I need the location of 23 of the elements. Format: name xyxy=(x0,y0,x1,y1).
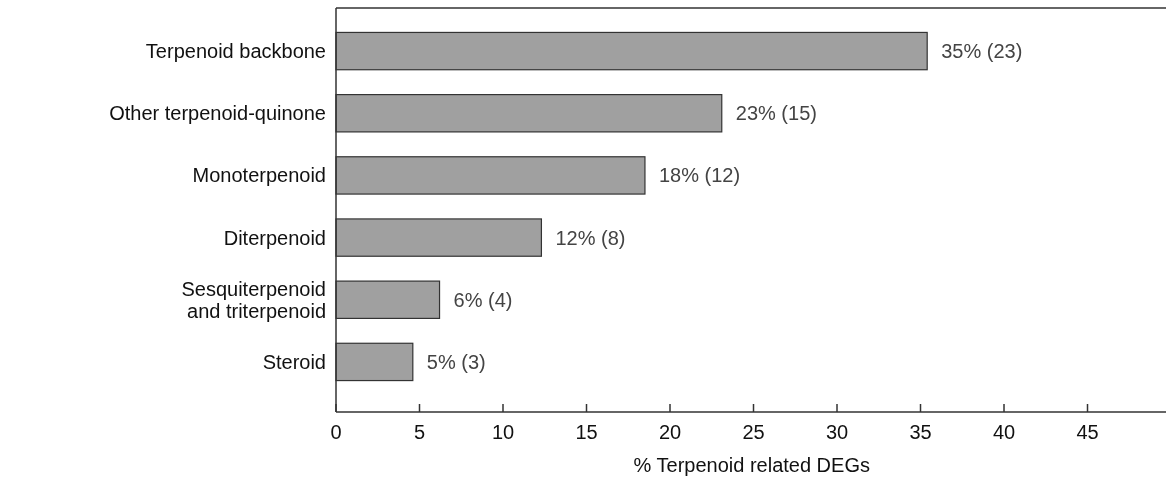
y-tick-label: Sesquiterpenoid and triterpenoid xyxy=(181,277,326,322)
x-tick-label: 10 xyxy=(491,421,515,443)
y-tick-label: Terpenoid backbone xyxy=(145,40,326,63)
x-axis-title: % Terpenoid related DEGs xyxy=(633,454,870,476)
x-tick-label: 15 xyxy=(575,421,598,443)
x-tick-label: 45 xyxy=(1076,421,1099,443)
y-tick-label: Other terpenoid-quinone xyxy=(109,102,326,125)
x-tick-label: 0 xyxy=(330,421,342,443)
data-label: 35% (23) xyxy=(941,40,1023,63)
x-tick-label: 35 xyxy=(909,421,932,443)
x-tick-label: 25 xyxy=(742,421,765,443)
data-label: 5% (3) xyxy=(426,350,486,373)
data-label: 18% (12) xyxy=(658,164,741,187)
x-tick-label: 5 xyxy=(413,421,426,443)
x-tick-label: 30 xyxy=(825,421,849,443)
y-tick-label: Steroid xyxy=(262,350,326,373)
data-label: 12% (8) xyxy=(555,226,626,249)
y-tick-label: Diterpenoid xyxy=(223,226,326,249)
data-label: 6% (4) xyxy=(453,288,513,311)
y-tick-label: Monoterpenoid xyxy=(192,164,326,187)
data-label: 23% (15) xyxy=(735,102,817,125)
x-tick-label: 20 xyxy=(658,421,682,443)
x-tick-label: 40 xyxy=(992,421,1016,443)
